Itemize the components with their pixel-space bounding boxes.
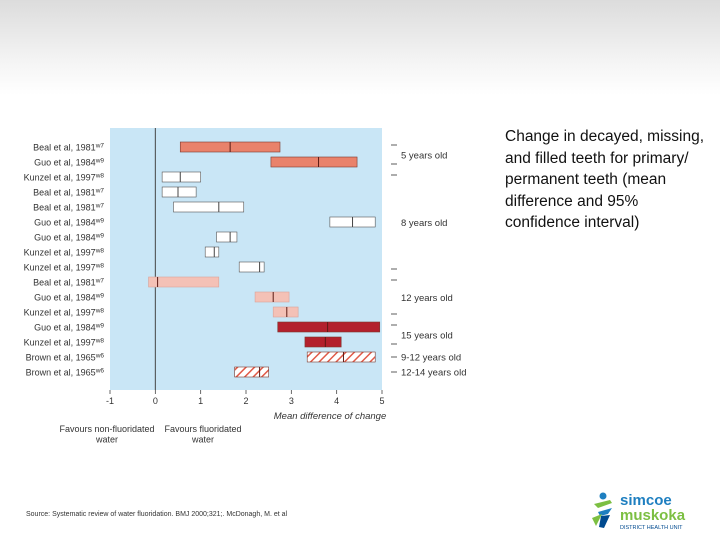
x-tick-label: 1 (198, 396, 203, 406)
ci-bar (238, 261, 265, 273)
x-tick-label: -1 (106, 396, 114, 406)
age-group-label: 15 years old (401, 331, 453, 342)
age-group-label: 9-12 years old (401, 353, 461, 364)
study-label: Beal et al, 1981w7 (33, 203, 104, 213)
study-ref: w8 (95, 263, 105, 270)
study-ref: w8 (95, 308, 105, 315)
study-label: Beal et al, 1981w7 (33, 143, 104, 153)
x-tick-label: 5 (379, 396, 384, 406)
ci-bar (277, 321, 381, 333)
study-label: Brown et al, 1965w6 (26, 368, 105, 378)
ci-bar (204, 246, 220, 258)
study-ref: w9 (95, 218, 105, 225)
ci-bar (234, 366, 269, 378)
ci-bar (272, 306, 299, 318)
age-group-label: 12-14 years old (401, 368, 466, 379)
ci-bar (304, 336, 342, 348)
study-label: Guo et al, 1984w9 (34, 233, 104, 243)
study-ref: w7 (95, 143, 105, 150)
logo-line2: muskoka (620, 507, 686, 524)
study-label: Guo et al, 1984w9 (34, 293, 104, 303)
age-group-label: 8 years old (401, 218, 447, 229)
study-label: Beal et al, 1981w7 (33, 278, 104, 288)
study-label: Kunzel et al, 1997w8 (24, 308, 105, 318)
ci-bar (254, 291, 290, 303)
ci-bar (148, 276, 220, 288)
chart-description: Change in decayed, missing, and filled t… (505, 128, 705, 231)
ci-bar (270, 156, 358, 168)
study-label: Beal et al, 1981w7 (33, 188, 104, 198)
source-citation: Source: Systematic review of water fluor… (26, 511, 288, 518)
x-tick-label: 4 (334, 396, 339, 406)
logo-line3: DISTRICT HEALTH UNIT (620, 525, 683, 531)
study-ref: w6 (95, 368, 105, 375)
study-label: Guo et al, 1984w9 (34, 158, 104, 168)
simcoe-muskoka-logo: simcoe muskoka DISTRICT HEALTH UNIT (592, 492, 686, 531)
ci-bar (173, 201, 245, 213)
study-label: Kunzel et al, 1997w8 (24, 338, 105, 348)
study-ref: w6 (95, 353, 105, 360)
logo-line1: simcoe (620, 492, 672, 509)
x-tick-label: 0 (153, 396, 158, 406)
ci-bar (216, 231, 238, 243)
study-ref: w7 (95, 278, 105, 285)
figure-icon (592, 492, 612, 528)
x-tick-label: 3 (289, 396, 294, 406)
age-group-label: 5 years old (401, 151, 447, 162)
plot-area (110, 128, 382, 390)
x-tick-label: 2 (243, 396, 248, 406)
ci-bar (161, 171, 201, 183)
study-ref: w7 (95, 188, 105, 195)
favours-right-label: Favours fluoridated water (164, 424, 241, 445)
favours-left-label: Favours non-fluoridated water (59, 424, 154, 445)
ci-bar (306, 351, 376, 363)
study-label: Kunzel et al, 1997w8 (24, 173, 105, 183)
study-ref: w9 (95, 233, 105, 240)
forest-plot: Beal et al, 1981w7 Guo et al, 1984w9 Kunze… (24, 128, 466, 445)
study-ref: w7 (95, 203, 105, 210)
study-ref: w9 (95, 323, 105, 330)
study-ref: w9 (95, 293, 105, 300)
study-label: Guo et al, 1984w9 (34, 218, 104, 228)
study-label: Kunzel et al, 1997w8 (24, 248, 105, 258)
x-axis-title: Mean difference of change (274, 411, 387, 422)
age-group-label: 12 years old (401, 293, 453, 304)
study-label: Brown et al, 1965w6 (26, 353, 105, 363)
study-label: Kunzel et al, 1997w8 (24, 263, 105, 273)
study-label: Guo et al, 1984w9 (34, 323, 104, 333)
study-ref: w8 (95, 248, 105, 255)
study-ref: w8 (95, 173, 105, 180)
study-ref: w9 (95, 158, 105, 165)
ci-bar (161, 186, 197, 198)
header-band (0, 0, 720, 95)
study-ref: w8 (95, 338, 105, 345)
